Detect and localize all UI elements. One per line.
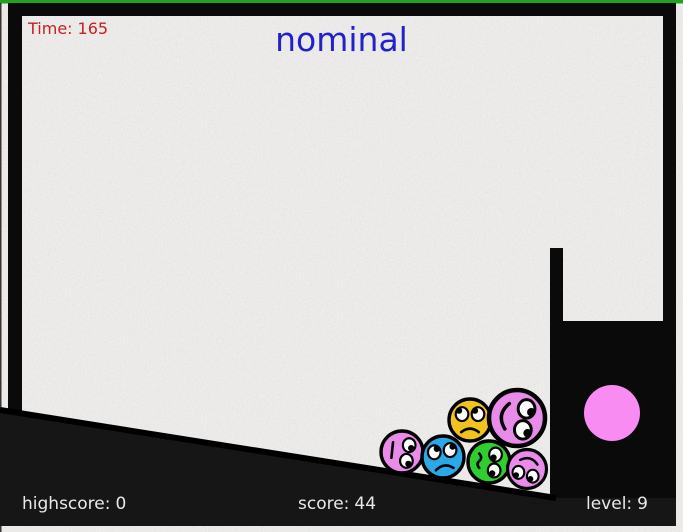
highscore-label: highscore: [22,494,111,514]
ball-violet-small [505,447,549,491]
next-ball-slot [584,385,640,441]
time-display: Time: 165 [28,19,108,38]
ball-pupil [455,407,463,414]
score-label: score: [298,494,350,514]
ball-mouth [518,456,539,466]
ball-mouth [499,401,512,431]
score-display: score: 44 [298,494,376,514]
ball-pupil [490,454,497,461]
ball-pupil [449,443,456,450]
ball-pupil [408,445,415,452]
ball-mouth [459,427,481,434]
ball-pupil [527,408,536,417]
time-value: 165 [77,19,109,38]
top-green-line [0,0,683,4]
ball-pupil [513,472,520,479]
balls-pile [379,387,549,491]
frame-left [8,3,22,418]
slope-edge [0,407,557,501]
ball-yellow [447,397,493,443]
ball-pupil [523,428,532,438]
level-display: level: 9 [586,494,648,514]
level-label: level: [586,494,633,514]
left-edge-line [0,3,2,532]
ball-mouth [390,441,395,460]
time-label: Time: [28,19,73,38]
highscore-value: 0 [115,494,127,514]
ball-violet-big [486,387,548,449]
ball-violet-left [379,429,425,475]
ball-green [466,439,512,485]
ball-mouth [476,452,483,470]
ball-pupil [433,445,440,452]
status-title: nominal [275,20,408,59]
ball-pupil [405,460,412,468]
interior-wall [550,248,563,333]
highscore-display: highscore: 0 [22,494,126,514]
ball-mouth [434,464,455,472]
ball-pupil [527,476,534,482]
next-ball-preview [584,385,640,441]
ball-pupil [489,470,496,477]
ball-blue [420,434,466,480]
level-value: 9 [637,494,648,514]
ball-pupil [471,407,479,414]
frame-top [8,3,676,16]
score-value: 44 [354,494,377,514]
